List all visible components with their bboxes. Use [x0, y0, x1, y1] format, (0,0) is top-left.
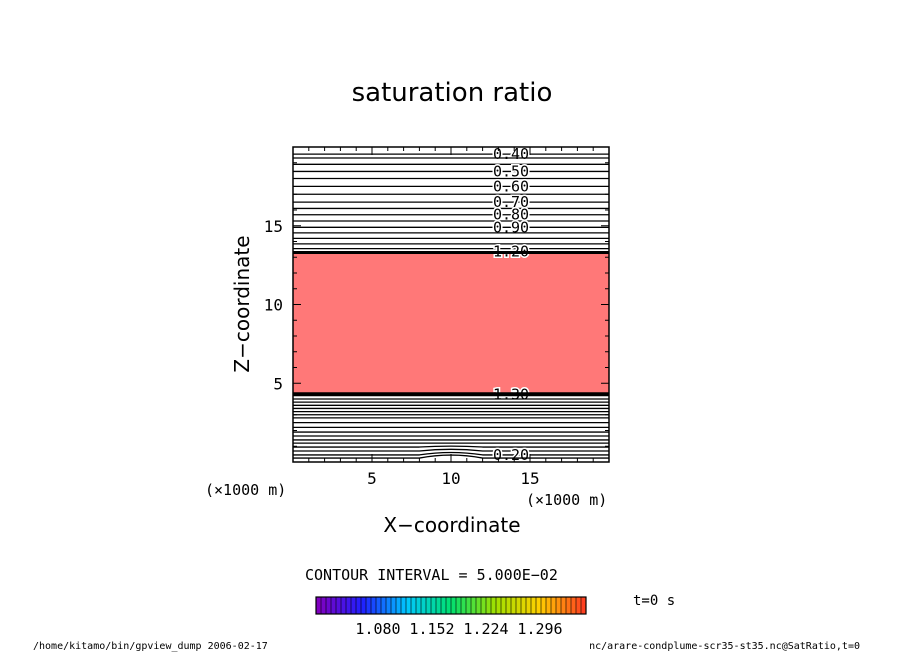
colorbar-cell — [486, 597, 492, 614]
colorbar-cell — [531, 597, 537, 614]
x-tick-label: 15 — [520, 469, 539, 488]
colorbar-cell — [386, 597, 392, 614]
colorbar-cell — [476, 597, 482, 614]
x-unit-label: (×1000 m) — [526, 491, 608, 509]
colorbar-cell — [396, 597, 402, 614]
colorbar-cell — [556, 597, 562, 614]
colorbar-label: 1.296 — [517, 620, 562, 638]
colorbar-cell — [406, 597, 412, 614]
colorbar-cell — [516, 597, 522, 614]
chart-title: saturation ratio — [351, 78, 553, 108]
colorbar-cell — [401, 597, 407, 614]
colorbar-cell — [356, 597, 362, 614]
colorbar-cell — [341, 597, 347, 614]
colorbar-cell — [451, 597, 457, 614]
colorbar-cell — [491, 597, 497, 614]
colorbar-cell — [316, 597, 322, 614]
y-unit-label: (×1000 m) — [205, 481, 287, 499]
colorbar-cell — [506, 597, 512, 614]
contour-line-lower-16 — [293, 451, 609, 456]
footer-left-text: /home/kitamo/bin/gpview_dump 2006-02-17 — [33, 641, 268, 652]
colorbar-cell — [421, 597, 427, 614]
contour-interval-label: CONTOUR INTERVAL = 5.000E−02 — [305, 566, 558, 584]
colorbar-cell — [576, 597, 582, 614]
colorbar-cell — [496, 597, 502, 614]
colorbar-cell — [351, 597, 357, 614]
contour-line-lower-15 — [293, 448, 609, 452]
colorbar-cell — [471, 597, 477, 614]
colorbar-cell — [511, 597, 517, 614]
colorbar-cell — [361, 597, 367, 614]
colorbar-cell — [376, 597, 382, 614]
colorbar-cell — [441, 597, 447, 614]
colorbar-label: 1.152 — [409, 620, 454, 638]
colorbar-cell — [521, 597, 527, 614]
colorbar-cell — [411, 597, 417, 614]
y-tick-label: 15 — [264, 217, 283, 236]
colorbar-cell — [346, 597, 352, 614]
colorbar-cell — [501, 597, 507, 614]
x-tick-label: 5 — [367, 469, 377, 488]
x-axis-label: X−coordinate — [383, 513, 521, 537]
shaded-region — [293, 252, 609, 395]
colorbar-cell — [581, 597, 587, 614]
colorbar-cell — [466, 597, 472, 614]
contour-line-lower-14 — [293, 445, 609, 448]
colorbar-cell — [446, 597, 452, 614]
colorbar-cell — [536, 597, 542, 614]
footer-right-text: nc/arare-condplume-scr35-st35.nc@SatRati… — [589, 641, 860, 652]
colorbar-cell — [336, 597, 342, 614]
colorbar-cell — [566, 597, 572, 614]
contour-label-upper-11: 0.90 — [493, 218, 529, 236]
colorbar-cell — [561, 597, 567, 614]
colorbar-cell — [331, 597, 337, 614]
colorbar-cell — [431, 597, 437, 614]
time-label: t=0 s — [633, 593, 676, 609]
colorbar-cell — [546, 597, 552, 614]
colorbar-cell — [366, 597, 372, 614]
contour-label-lower-16: 0.20 — [493, 446, 529, 464]
x-tick-label: 10 — [441, 469, 460, 488]
y-axis-label: Z−coordinate — [230, 235, 254, 373]
colorbar-cell — [321, 597, 327, 614]
colorbar-cell — [326, 597, 332, 614]
colorbar-cell — [541, 597, 547, 614]
colorbar-frame — [315, 596, 587, 615]
colorbar-cell — [391, 597, 397, 614]
colorbar-cell — [526, 597, 532, 614]
colorbar-cell — [426, 597, 432, 614]
contour-label-upper-9: 0.80 — [493, 206, 529, 224]
colorbar-label: 1.080 — [355, 620, 400, 638]
colorbar-cell — [461, 597, 467, 614]
y-tick-label: 10 — [264, 296, 283, 315]
colorbar-cell — [371, 597, 377, 614]
contour-label-upper-5: 0.60 — [493, 177, 529, 195]
contour-label-upper-3: 0.50 — [493, 162, 529, 180]
colorbar-cell — [481, 597, 487, 614]
colorbar-cell — [571, 597, 577, 614]
y-tick-label: 5 — [273, 374, 283, 393]
contour-label-upper-7: 0.70 — [493, 193, 529, 211]
colorbar-cell — [416, 597, 422, 614]
colorbar-cell — [381, 597, 387, 614]
colorbar-label: 1.224 — [463, 620, 508, 638]
colorbar-cell — [551, 597, 557, 614]
colorbar-cell — [456, 597, 462, 614]
colorbar-cell — [436, 597, 442, 614]
